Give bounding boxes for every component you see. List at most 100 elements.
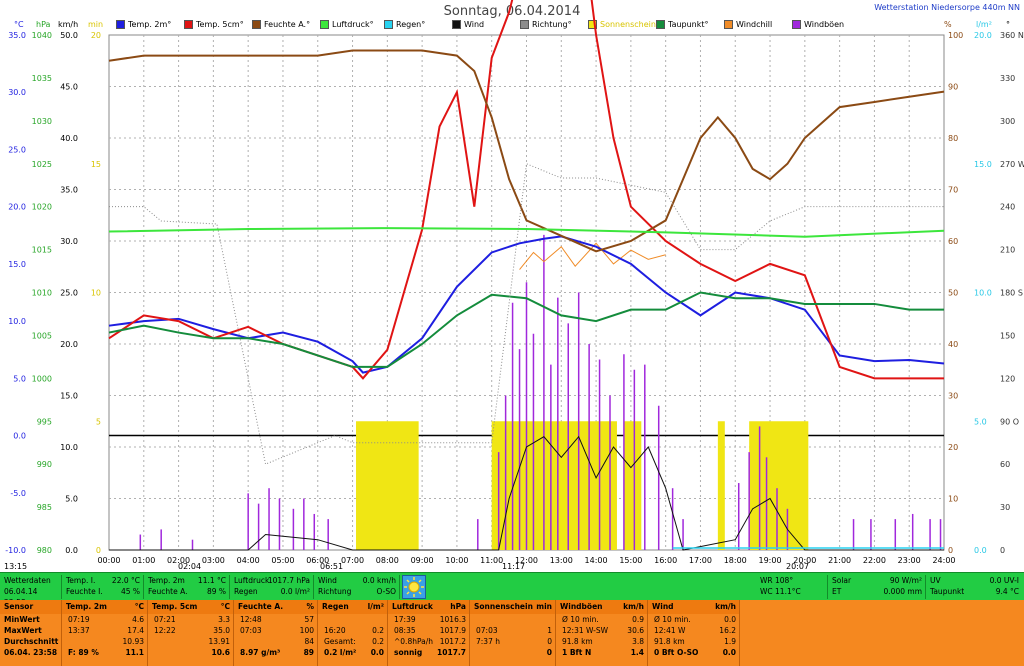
x-tick-label: 10:00 [445,556,468,565]
stats-cell-value: 0.0 [370,648,384,657]
stats-column-header: Sonnenschein min [470,600,555,614]
y-tick-label-temp_c: 5.0 [13,374,26,383]
stats-cell-note: 0.2 l/m² [324,648,357,657]
regen-label: Regen [234,587,258,596]
stats-cell: 84 [234,636,317,647]
stats-cell-note: 12:31 W-SW [562,626,608,635]
sunshine-bar [623,421,642,550]
legend-label: Sonnenschein [600,20,656,29]
y-tick-label-temp_c: 25.0 [8,145,26,154]
unit-deg: ° [1006,20,1010,29]
legend-label: Regen° [396,20,426,29]
y-tick-label-wind_kmh: 35.0 [60,186,78,195]
stats-cell-note: 8.97 g/m³ [240,648,281,657]
legend-label: Windchill [736,20,773,29]
y-tick-label-humidity_pct: 70 [948,186,958,195]
stats-cell: 0 [470,647,555,658]
series-line-windchill [519,242,666,270]
legend-item: Windchill [724,20,772,29]
stats-header-unit: % [306,602,314,611]
sunshine-bar [717,421,725,550]
stats-column: Luftdruck hPa 17:39 1016.3 08:35 1017.9 ^0.8hP… [388,600,470,666]
stats-cell-note: 1 Bft N [562,648,592,657]
y-tick-label-humidity_pct: 100 [948,31,963,40]
uv-label: UV [930,576,941,585]
y-tick-label-pressure_hpa: 990 [37,460,52,469]
x-tick-label: 07:00 [341,556,364,565]
x-tick-label: 12:00 [515,556,538,565]
solar-label: Solar [832,576,852,585]
stats-cell-value: 35.0 [213,626,230,635]
stats-column-header: Temp. 5cm °C [148,600,233,614]
x-tick-label: 14:00 [585,556,608,565]
y-tick-label-direction_deg: 180 S [1000,289,1023,298]
stats-cell-value: 4.6 [132,615,144,624]
x-tick-label: 11:00 [480,556,503,565]
stats-cell: 8.97 g/m³ 89 [234,647,317,658]
stats-header-label: Windböen [560,602,603,611]
stats-cell-note: 91.8 km [562,637,593,646]
legend-swatch [520,20,529,29]
stats-cell: 0 Bft O-SO 0.0 [648,647,739,658]
feuchte-i-label: Feuchte I. [66,587,103,596]
stats-cell-value: 1.9 [724,637,736,646]
time-marker-3: 06:51 [320,562,344,571]
y-tick-label-humidity_pct: 0 [948,546,953,555]
x-tick-label: 08:00 [376,556,399,565]
wind-value: 0.0 km/h [362,576,396,585]
y-tick-label-wind_kmh: 25.0 [60,289,78,298]
solar-cell: Solar 90 W/m² ET 0.000 mm [830,575,926,599]
y-tick-label-rain_lm2: 15.0 [974,160,992,169]
stats-cell-value: 1 [547,626,552,635]
unit-kmh: km/h [58,20,79,29]
x-tick-label: 00:00 [97,556,120,565]
y-tick-label-pressure_hpa: 1035 [32,74,52,83]
stats-cell: F: 89 % 11.1 [62,647,147,658]
sun-weather-icon [402,575,426,599]
stats-header-unit: hPa [450,602,466,611]
regen-value: 0.0 l/m² [280,587,310,596]
temp-i-label: Temp. I. [66,576,96,585]
stats-cell-value: 1017.7 [437,648,466,657]
wc-value: WC 11.1°C [760,587,801,596]
stats-cell-note: 7:37 h [476,637,500,646]
stats-cell-value: 89 [303,648,314,657]
y-tick-label-wind_kmh: 30.0 [60,237,78,246]
y-tick-label-wind_kmh: 45.0 [60,83,78,92]
legend-swatch [252,20,261,29]
x-tick-label: 23:00 [898,556,921,565]
stats-cell-value: 100 [299,626,314,635]
y-tick-label-rain_lm2: 20.0 [974,31,992,40]
x-tick-label: 18:00 [724,556,747,565]
stats-header-unit: km/h [623,602,644,611]
taupunkt-label: Taupunkt [930,587,965,596]
stats-cell: 10.93 [62,636,147,647]
y-tick-label-temp_c: 30.0 [8,88,26,97]
stats-cell-value: 1017.9 [439,626,466,635]
y-tick-label-temp_c: 10.0 [8,317,26,326]
y-tick-label-wind_kmh: 10.0 [60,443,78,452]
wind-label: Wind [318,576,337,585]
time-marker-4: 11:17 [502,562,526,571]
stats-header-unit: l/m² [367,602,384,611]
legend-item: Windböen [792,20,844,29]
y-tick-label-wind_kmh: 20.0 [60,340,78,349]
legend: Temp. 2m° Temp. 5cm° Feuchte A.° Luftdru… [116,20,956,32]
stats-cell-note: sonnig [394,648,423,657]
stats-cell: 12:31 W-SW 30.6 [556,625,647,636]
legend-swatch [452,20,461,29]
stats-cell: sonnig 1017.7 [388,647,469,658]
x-tick-label: 01:00 [132,556,155,565]
stats-cell-value: 10.6 [211,648,230,657]
y-tick-label-direction_deg: 120 [1000,374,1015,383]
stats-cell-note: 16:20 [324,626,346,635]
x-tick-label: 04:00 [237,556,260,565]
stats-cell: ^0.8hPa/h 1017.2 [388,636,469,647]
series-line [108,227,945,238]
x-tick-label: 02:00 [167,556,190,565]
stats-row-labels: Sensor MinWert MaxWert Durchschnitt 06.0… [0,600,62,666]
solar-value: 90 W/m² [889,576,922,585]
y-tick-label-temp_c: 20.0 [8,203,26,212]
sunshine-bar [749,421,809,550]
stats-cell-value: 0.0 [722,648,736,657]
